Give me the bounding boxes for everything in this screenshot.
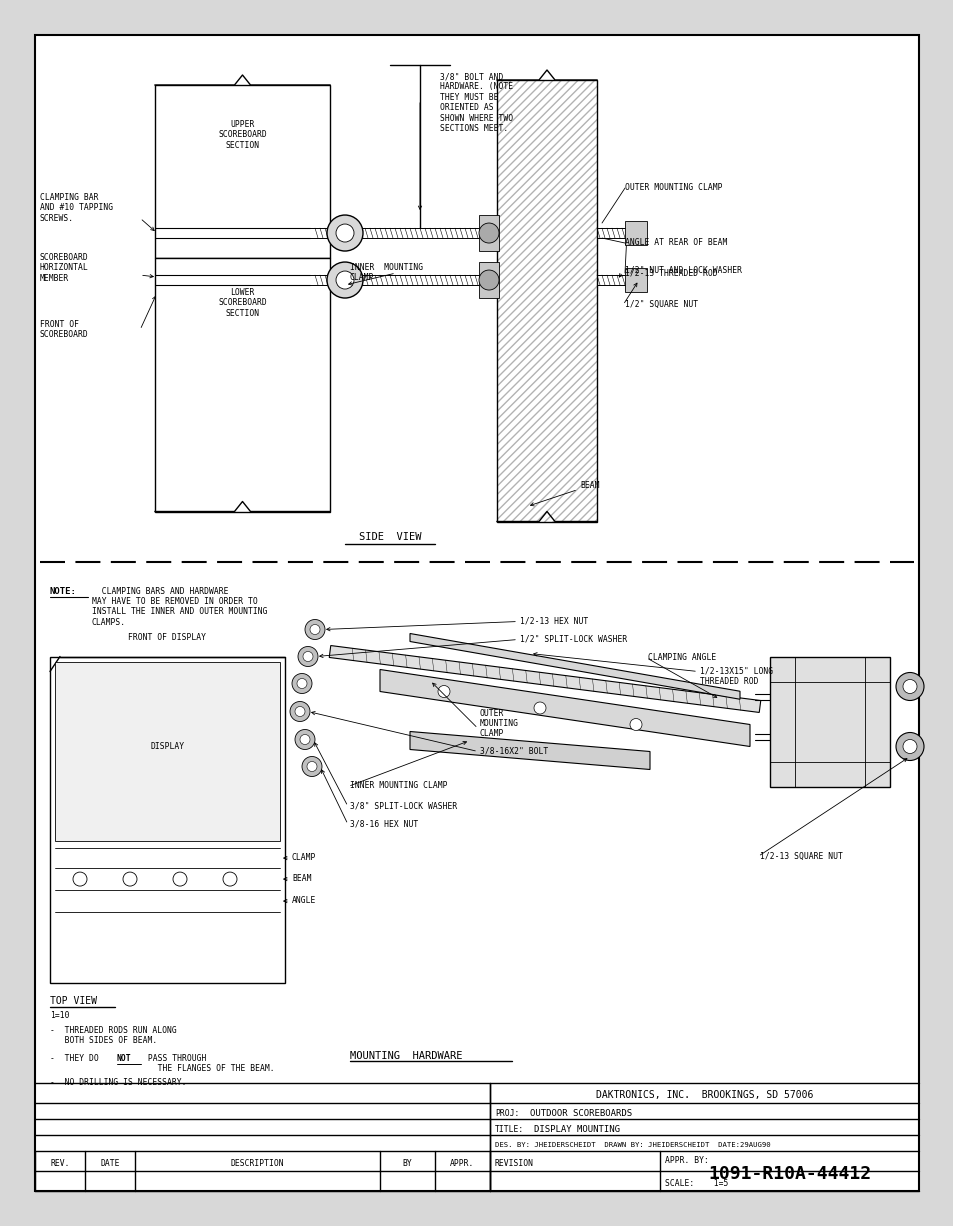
Text: NOTE:: NOTE: [50,586,77,596]
Text: DISPLAY: DISPLAY [151,742,184,750]
Text: CLAMPING BAR
AND #10 TAPPING
SCREWS.: CLAMPING BAR AND #10 TAPPING SCREWS. [40,192,113,223]
Text: PROJ:: PROJ: [495,1108,518,1118]
Circle shape [223,872,236,886]
Circle shape [902,679,916,694]
Text: OUTDOOR SCOREBOARDS: OUTDOOR SCOREBOARDS [530,1108,632,1118]
Text: APPR. BY:: APPR. BY: [664,1156,708,1165]
Bar [154,85,330,257]
Text: 3/8" SPLIT-LOCK WASHER: 3/8" SPLIT-LOCK WASHER [350,802,456,810]
Circle shape [335,271,354,289]
Circle shape [629,718,641,731]
Circle shape [292,673,312,694]
Text: -  NO DRILLING IS NECESSARY.: - NO DRILLING IS NECESSARY. [50,1078,186,1087]
Text: 1/2-13 HEX NUT: 1/2-13 HEX NUT [519,617,588,625]
Polygon shape [410,732,649,770]
Circle shape [478,270,498,291]
Text: FRONT OF DISPLAY: FRONT OF DISPLAY [129,633,206,641]
Circle shape [294,706,305,716]
Circle shape [305,619,325,640]
Text: 3/8" BOLT AND
HARDWARE. (NOTE
THEY MUST BE
ORIENTED AS
SHOWN WHERE TWO
SECTIONS : 3/8" BOLT AND HARDWARE. (NOTE THEY MUST … [439,72,513,132]
Text: BY: BY [402,1159,412,1167]
Polygon shape [329,646,760,712]
Circle shape [73,872,87,886]
Circle shape [895,732,923,760]
Bar [497,80,597,521]
Polygon shape [410,634,740,699]
Circle shape [303,651,313,662]
Polygon shape [379,669,749,747]
Circle shape [335,224,354,242]
Circle shape [327,215,363,251]
Bar [50,656,285,983]
Text: NOT: NOT [117,1054,132,1063]
Circle shape [172,872,187,886]
Circle shape [302,756,322,776]
Text: DESCRIPTION: DESCRIPTION [231,1159,284,1167]
Text: ANGLE: ANGLE [292,896,316,905]
Text: CLAMP: CLAMP [292,853,316,862]
Text: 1/2" SQUARE NUT: 1/2" SQUARE NUT [624,300,698,309]
Text: -  THEY DO: - THEY DO [50,1054,104,1063]
Text: REV.: REV. [51,1159,70,1167]
Text: 1091-R10A-44412: 1091-R10A-44412 [707,1165,870,1183]
Bar [497,80,597,521]
Circle shape [123,872,137,886]
Text: 3/8-16 HEX NUT: 3/8-16 HEX NUT [350,819,417,829]
Text: SIDE  VIEW: SIDE VIEW [358,532,421,542]
Bar [624,221,646,245]
Circle shape [299,734,310,744]
Text: 1/2-13 SQUARE NUT: 1/2-13 SQUARE NUT [760,852,842,861]
Text: -  THREADED RODS RUN ALONG
   BOTH SIDES OF BEAM.: - THREADED RODS RUN ALONG BOTH SIDES OF … [50,1026,176,1046]
Circle shape [297,646,317,667]
Circle shape [902,739,916,754]
Text: DATE: DATE [100,1159,120,1167]
Text: TITLE:: TITLE: [495,1124,524,1134]
Text: APPR.: APPR. [450,1159,475,1167]
Text: DAKTRONICS, INC.  BROOKINGS, SD 57006: DAKTRONICS, INC. BROOKINGS, SD 57006 [596,1090,812,1100]
Bar [154,257,330,511]
Text: TOP VIEW: TOP VIEW [50,996,97,1007]
Circle shape [294,729,314,749]
Text: SCALE:    1=5: SCALE: 1=5 [664,1178,727,1188]
Bar [55,662,280,841]
Text: REVISION: REVISION [495,1159,534,1167]
Text: OUTER
MOUNTING
CLAMP: OUTER MOUNTING CLAMP [479,709,518,738]
Text: UPPER
SCOREBOARD
SECTION: UPPER SCOREBOARD SECTION [218,120,267,150]
Text: PASS THROUGH
   THE FLANGES OF THE BEAM.: PASS THROUGH THE FLANGES OF THE BEAM. [143,1054,274,1074]
Text: DISPLAY MOUNTING: DISPLAY MOUNTING [534,1124,619,1134]
Bar [769,656,889,787]
Circle shape [290,701,310,721]
Circle shape [296,678,307,689]
Bar [624,268,646,292]
Text: INNER  MOUNTING
CLAMP: INNER MOUNTING CLAMP [350,264,423,282]
Circle shape [478,223,498,243]
Text: LOWER
SCOREBOARD
SECTION: LOWER SCOREBOARD SECTION [218,288,267,318]
Text: FRONT OF
SCOREBOARD: FRONT OF SCOREBOARD [40,320,89,340]
Text: 1/2" NUT AND LOCK WASHER: 1/2" NUT AND LOCK WASHER [624,265,741,275]
Text: BEAM: BEAM [579,482,598,490]
Text: 3/8-16X2" BOLT: 3/8-16X2" BOLT [479,747,548,755]
Text: BEAM: BEAM [292,874,312,883]
Circle shape [534,702,545,714]
Circle shape [327,262,363,298]
Circle shape [895,673,923,700]
Circle shape [307,761,316,771]
Text: SCOREBOARD
HORIZONTAL
MEMBER: SCOREBOARD HORIZONTAL MEMBER [40,253,89,283]
Text: CLAMPING ANGLE: CLAMPING ANGLE [647,652,716,662]
Text: MOUNTING  HARDWARE: MOUNTING HARDWARE [350,1051,462,1060]
Text: 1=10: 1=10 [50,1011,70,1020]
Text: 1/2" SPLIT-LOCK WASHER: 1/2" SPLIT-LOCK WASHER [519,635,626,644]
Bar [478,215,498,251]
Text: DES. BY: JHEIDERSCHEIDT  DRAWN BY: JHEIDERSCHEIDT  DATE:29AUG90: DES. BY: JHEIDERSCHEIDT DRAWN BY: JHEIDE… [495,1141,770,1148]
Circle shape [310,624,319,635]
Text: OUTER MOUNTING CLAMP: OUTER MOUNTING CLAMP [624,183,721,192]
Text: INNER MOUNTING CLAMP: INNER MOUNTING CLAMP [350,781,447,791]
Bar [478,262,498,298]
Text: 1/2-13X15" LONG
THREADED ROD: 1/2-13X15" LONG THREADED ROD [700,667,772,685]
Text: 1/2-13 THREADED ROD: 1/2-13 THREADED ROD [624,268,717,277]
Text: CLAMPING BARS AND HARDWARE
MAY HAVE TO BE REMOVED IN ORDER TO
INSTALL THE INNER : CLAMPING BARS AND HARDWARE MAY HAVE TO B… [91,586,267,626]
Circle shape [437,685,450,698]
Text: ANGLE AT REAR OF BEAM: ANGLE AT REAR OF BEAM [624,238,726,246]
